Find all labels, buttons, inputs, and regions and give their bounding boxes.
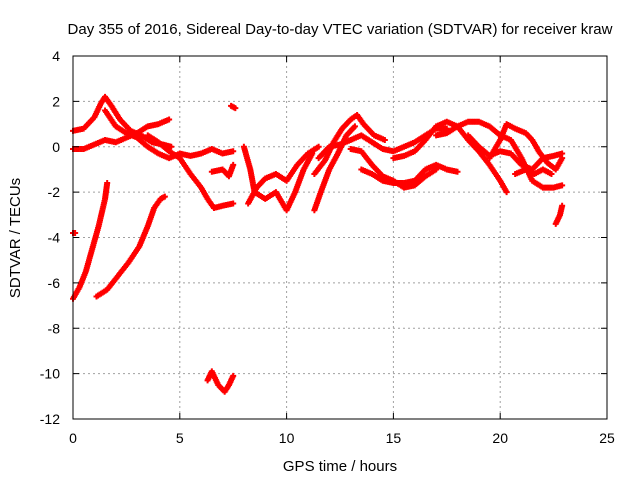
- x-tick-label: 5: [176, 430, 184, 446]
- x-tick-label: 10: [279, 430, 295, 446]
- y-tick-labels: -12 -10 -8 -6 -4 -2 0 2 4: [40, 48, 60, 427]
- x-tick-label: 20: [492, 430, 508, 446]
- data-point: [230, 200, 237, 207]
- y-tick-label: -12: [40, 411, 60, 427]
- data-series-10: [204, 368, 237, 395]
- y-tick-label: 0: [52, 139, 60, 155]
- data-point: [230, 372, 237, 379]
- data-point: [559, 182, 566, 189]
- data-series-9: [70, 229, 79, 236]
- data-point: [232, 105, 239, 112]
- x-tick-label: 0: [69, 430, 77, 446]
- y-tick-label: -4: [48, 230, 61, 246]
- data-point: [454, 168, 461, 175]
- x-axis-label: GPS time / hours: [283, 458, 397, 475]
- chart-title: Day 355 of 2016, Sidereal Day-to-day VTE…: [68, 21, 613, 38]
- data-point: [168, 143, 175, 150]
- data-point: [351, 123, 358, 130]
- y-axis-label: SDTVAR / TECUs: [7, 178, 24, 298]
- data-point: [559, 155, 566, 162]
- data-point: [104, 180, 111, 187]
- data-point: [166, 116, 173, 123]
- y-tick-label: 2: [52, 93, 60, 109]
- data-point: [230, 161, 237, 168]
- x-tick-label: 25: [599, 430, 615, 446]
- data-point: [381, 136, 388, 143]
- y-tick-label: -6: [48, 275, 61, 291]
- x-tick-label: 15: [386, 430, 402, 446]
- data-series-4: [144, 132, 237, 212]
- data-series-21: [486, 121, 566, 173]
- data-series-8: [93, 193, 168, 300]
- data-point: [433, 166, 440, 173]
- data-series-6: [228, 102, 239, 112]
- data-point: [230, 148, 237, 155]
- data-point: [161, 193, 168, 200]
- data-series-22: [552, 202, 566, 227]
- x-tick-labels: 0 5 10 15 20 25: [69, 430, 615, 446]
- y-tick-label: -8: [48, 320, 61, 336]
- data-series-13: [311, 111, 388, 177]
- y-tick-label: -2: [48, 184, 61, 200]
- grid-lines: [73, 56, 607, 419]
- data-series-12: [245, 143, 322, 207]
- data-series-7: [70, 180, 111, 302]
- data-point: [548, 170, 555, 177]
- y-tick-label: -10: [40, 366, 60, 382]
- y-tick-label: 4: [52, 48, 60, 64]
- data-points: [70, 93, 566, 395]
- data-series-14: [311, 123, 358, 214]
- data-series-11: [240, 143, 316, 214]
- data-point: [559, 202, 566, 209]
- data-series-23: [512, 166, 555, 177]
- data-series-18: [390, 118, 510, 196]
- data-series-5: [208, 161, 237, 180]
- data-point: [315, 143, 322, 150]
- data-series-17: [347, 146, 440, 191]
- axis-ticks: [72, 55, 608, 420]
- data-point: [503, 189, 510, 196]
